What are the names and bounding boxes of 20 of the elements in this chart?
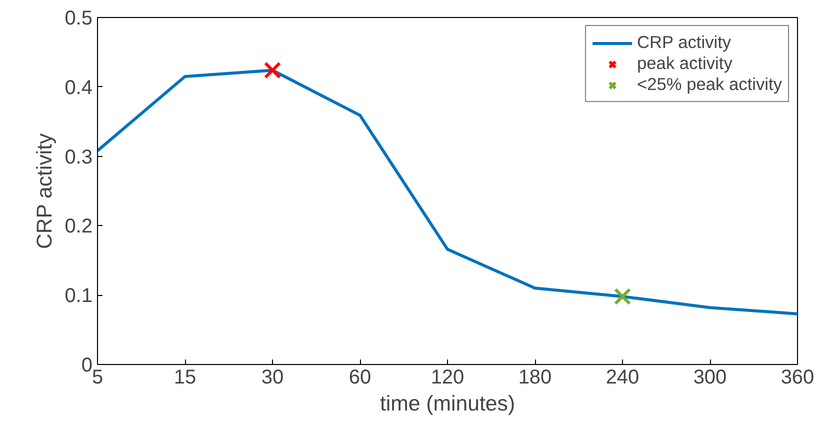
x-axis-title: time (minutes) (380, 392, 516, 416)
y-tick-label: 0.4 (64, 76, 93, 99)
x-tick-label: 120 (430, 366, 464, 388)
x-tick-label: 240 (606, 366, 640, 388)
x-tick-label: 60 (348, 366, 372, 388)
y-tick-label: 0.1 (64, 285, 93, 308)
x-tick-label: 180 (518, 366, 552, 388)
y-tick-label: 0.2 (64, 216, 93, 238)
x-tick-label: 360 (780, 366, 814, 388)
y-tick-label: 0.5 (64, 8, 93, 30)
y-tick-label: 0 (81, 354, 92, 376)
legend-label: <25% peak activity (637, 74, 782, 95)
y-tick-label: 0.3 (64, 146, 93, 168)
legend-label: CRP activity (637, 32, 732, 53)
x-tick-label: 300 (693, 366, 727, 388)
y-axis-title: CRP activity (32, 132, 57, 250)
legend-label: peak activity (637, 53, 732, 74)
x-tick-label: 5 (92, 366, 104, 388)
x-tick-label: 30 (261, 366, 284, 388)
x-tick-label: 15 (174, 366, 196, 388)
